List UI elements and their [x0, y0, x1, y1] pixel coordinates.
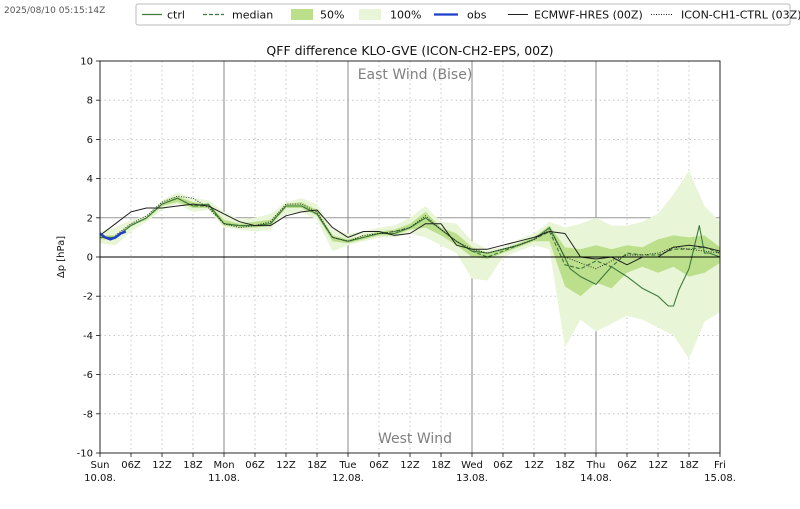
x-tick-date: 11.08.: [208, 473, 240, 484]
x-tick-label: Fri: [714, 460, 726, 471]
legend-100-swatch: [359, 9, 381, 20]
x-tick-label: Tue: [338, 460, 356, 471]
y-tick-label: -2: [83, 292, 93, 303]
series-ctrl: [100, 197, 721, 307]
x-tick-label: 12Z: [276, 460, 296, 471]
y-axis-label: Δp [hPa]: [56, 236, 67, 278]
x-tick-label: 18Z: [183, 460, 203, 471]
plot-frame: [99, 60, 721, 454]
x-tick-label: Mon: [213, 460, 234, 471]
x-tick-label: 06Z: [121, 460, 141, 471]
legend-icon-ch1-label: ICON-CH1-CTRL (03Z): [681, 9, 800, 22]
axes: -10 -8 -6 -4 -2 0 2 4 6 8 10 Sun 10.08. 06Z 12Z 18Z Mon 1…: [77, 57, 736, 485]
legend-ecmwf-label: ECMWF-HRES (00Z): [534, 9, 643, 22]
bands: [100, 170, 720, 359]
x-tick-date: 15.08.: [704, 473, 736, 484]
legend-ctrl-label: ctrl: [167, 9, 185, 22]
series-icon_ch1: [115, 195, 721, 270]
x-tick-date: 13.08.: [456, 473, 488, 484]
annotation-west-wind: West Wind: [378, 431, 452, 447]
series-ecmwf: [99, 203, 721, 266]
legend-median-label: median: [232, 9, 273, 22]
x-tick-label: 06Z: [369, 460, 389, 471]
x-tick-label: 12Z: [400, 460, 420, 471]
x-tick-date: 10.08.: [84, 473, 116, 484]
annotation-east-wind: East Wind (Bise): [358, 67, 473, 83]
x-tick-label: 06Z: [245, 460, 265, 471]
y-tick-label: 4: [87, 174, 93, 185]
y-tick-label: -8: [83, 409, 93, 420]
y-tick-label: 10: [80, 57, 93, 68]
x-tick-date: 12.08.: [332, 473, 364, 484]
legend-50-swatch: [291, 9, 313, 20]
y-tick-label: -4: [83, 331, 93, 342]
timestamp: 2025/08/10 05:15:14Z: [4, 6, 106, 16]
x-tick-label: 12Z: [524, 460, 544, 471]
chart-title: QFF difference KLO-GVE (ICON-CH2-EPS, 00…: [266, 43, 553, 58]
y-tick-label: 0: [87, 253, 93, 264]
x-tick-label: 06Z: [493, 460, 513, 471]
series-obs: [99, 230, 127, 241]
legend-obs-label: obs: [467, 9, 487, 22]
legend-100-label: 100%: [390, 9, 421, 22]
legend: ctrl median 50% 100% obs ECMWF-HRES (00Z…: [135, 3, 800, 26]
x-tick-label: 18Z: [555, 460, 575, 471]
legend-50-label: 50%: [320, 9, 344, 22]
x-tick-label: 18Z: [307, 460, 327, 471]
band-band100: [100, 170, 720, 359]
x-tick-label: 18Z: [679, 460, 699, 471]
x-tick-label: 18Z: [431, 460, 451, 471]
x-tick-label: Wed: [461, 460, 483, 471]
y-tick-label: 6: [87, 135, 93, 146]
band-band50: [100, 196, 720, 297]
y-tick-label: 2: [87, 213, 93, 224]
x-tick-label: 06Z: [617, 460, 637, 471]
y-tick-label: -6: [83, 370, 93, 381]
x-tick-date: 14.08.: [580, 473, 612, 484]
x-tick-label: 12Z: [152, 460, 172, 471]
y-tick-label: -10: [77, 449, 93, 460]
x-tick-label: Thu: [586, 460, 606, 471]
series-lines: [99, 195, 721, 307]
x-tick-label: Sun: [90, 460, 109, 471]
y-tick-label: 8: [87, 96, 93, 107]
x-tick-label: 12Z: [648, 460, 668, 471]
